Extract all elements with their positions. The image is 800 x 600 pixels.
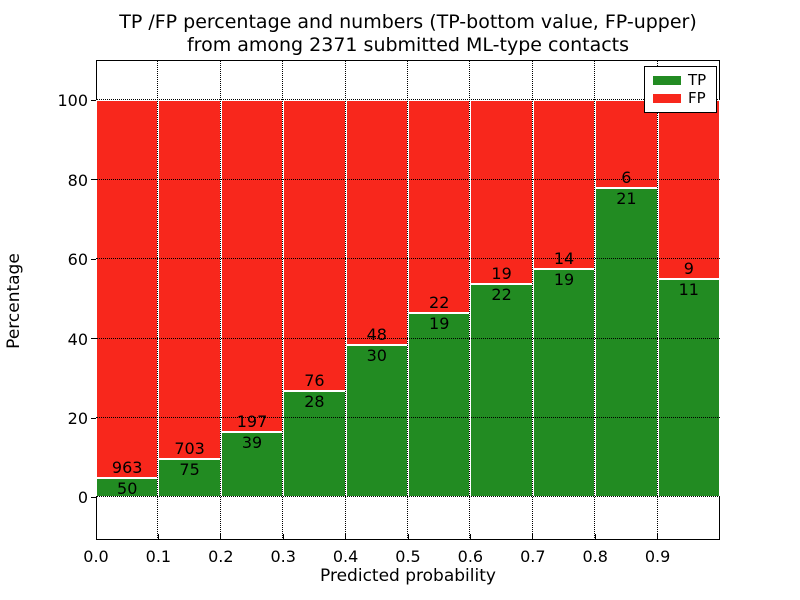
bar-segment-fp [532, 100, 596, 269]
y-tick [91, 258, 96, 260]
bar-label-fp: 703 [174, 439, 205, 459]
x-gridline [656, 60, 658, 540]
x-tick [220, 534, 222, 539]
bar-segment-fp [283, 100, 346, 391]
x-tick-label: 0.5 [395, 547, 421, 566]
y-gridline [96, 417, 720, 418]
y-tick [91, 179, 96, 181]
y-tick-label: 60 [67, 250, 88, 270]
bar-label-tp: 11 [678, 279, 699, 299]
bar-segment-fp [345, 100, 408, 345]
y-gridline [96, 258, 720, 260]
y-gridline [96, 496, 720, 498]
y-tick [91, 417, 96, 419]
x-tick [345, 534, 347, 539]
x-tick [532, 534, 534, 539]
bar-label-fp: 6 [621, 168, 632, 188]
bar-segment-fp [96, 100, 159, 478]
x-tick-label: 0.4 [332, 547, 359, 566]
bar-segment-tp [345, 344, 408, 498]
x-tick-label: 0.8 [582, 547, 608, 566]
bar-label-tp: 30 [366, 345, 387, 365]
bar-label-fp: 197 [236, 411, 268, 431]
bar-label-fp: 19 [491, 264, 512, 284]
bar-segment-tp [408, 313, 471, 498]
bar-segment-tp [283, 390, 346, 498]
x-tick-label: 0.7 [520, 547, 546, 566]
x-gridline [594, 60, 596, 540]
x-gridline [219, 60, 221, 540]
y-tick-label: 100 [57, 91, 88, 111]
bar-label-fp: 9 [683, 258, 694, 278]
bar-segment-fp [470, 100, 533, 285]
bar-label-tp: 50 [117, 478, 138, 498]
bar-segment-tp [657, 278, 720, 498]
bar-label-tp: 39 [241, 432, 263, 452]
bar-label-fp: 76 [304, 370, 325, 390]
x-gridline [469, 60, 471, 540]
x-tick [407, 534, 409, 539]
chart-title-line1: TP /FP percentage and numbers (TP-bottom… [119, 11, 697, 33]
bar-segment-tp [220, 431, 284, 498]
bar-label-tp: 28 [304, 391, 325, 411]
legend-label-fp: FP [688, 89, 706, 108]
bar-label-fp: 963 [111, 457, 143, 477]
x-gridline [344, 60, 346, 540]
y-gridline [96, 337, 720, 339]
chart-title-line2: from among 2371 submitted ML-type contac… [186, 34, 630, 56]
x-tick [95, 534, 97, 539]
y-tick [91, 99, 96, 101]
bar-segment-fp [220, 100, 284, 432]
legend-label-tp: TP [688, 70, 707, 89]
x-tick [469, 534, 471, 539]
bar-label-tp: 19 [429, 314, 450, 334]
bar-segment-tp [532, 268, 596, 498]
y-tick [91, 496, 96, 498]
y-tick-label: 20 [67, 409, 88, 428]
legend-swatch-fp-icon [653, 94, 681, 104]
bar-label-fp: 22 [429, 293, 450, 313]
x-tick-label: 0.0 [83, 547, 109, 566]
bar-segment-fp [158, 100, 221, 460]
x-tick-label: 0.6 [457, 547, 484, 566]
x-tick-label: 0.9 [644, 547, 671, 566]
y-tick [91, 338, 96, 340]
bar-label-fp: 14 [553, 248, 575, 268]
legend-entry-fp: FP [645, 91, 716, 106]
bar-label-tp: 19 [553, 269, 575, 289]
x-axis-label: Predicted probability [320, 566, 496, 586]
y-tick-label: 0 [77, 488, 88, 508]
chart-title: TP /FP percentage and numbers (TP-bottom… [0, 11, 800, 57]
x-gridline [531, 60, 533, 540]
x-gridline [157, 60, 159, 540]
legend: TP FP [644, 66, 717, 113]
bar-label-tp: 21 [616, 189, 637, 209]
x-gridline [407, 60, 408, 540]
x-tick [282, 534, 284, 539]
bar-label-fp: 48 [366, 324, 387, 344]
y-gridline [96, 178, 720, 180]
x-gridline [282, 60, 284, 540]
x-tick-label: 0.2 [208, 547, 234, 566]
x-tick [657, 534, 659, 539]
y-axis-label: Percentage [4, 253, 24, 349]
x-tick [157, 534, 159, 539]
bar-segment-fp [408, 100, 471, 314]
x-tick-label: 0.1 [145, 547, 172, 566]
y-tick-label: 40 [67, 329, 88, 349]
bar-label-tp: 75 [179, 460, 200, 480]
legend-swatch-tp-icon [653, 75, 681, 85]
bar-segment-fp [657, 100, 720, 279]
bar-label-tp: 22 [491, 285, 512, 305]
x-tick [594, 534, 596, 539]
bar-segment-fp [595, 100, 658, 189]
x-tick-label: 0.3 [270, 547, 296, 566]
bar-segment-tp [595, 188, 658, 498]
legend-entry-tp: TP [645, 70, 716, 89]
y-tick-label: 80 [67, 170, 88, 190]
bar-segment-tp [470, 284, 533, 498]
y-gridline [96, 99, 720, 101]
